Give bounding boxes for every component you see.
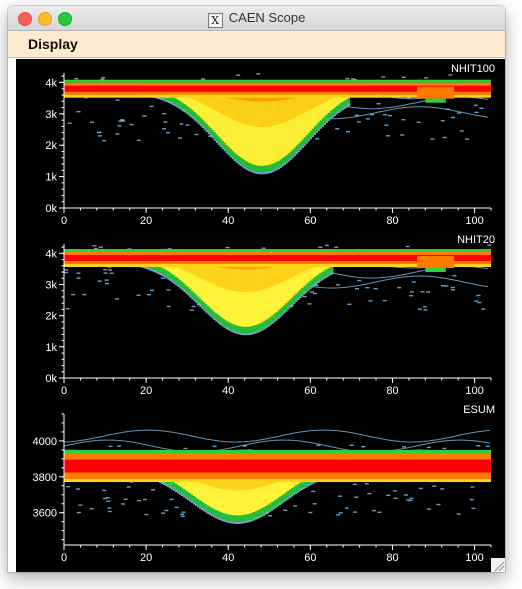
- scope-plots-svg: 0 20 40 60 80 100 0k 1k 2k 3k 4k NHIT100 0 20 40 60 80 10…: [33, 63, 495, 564]
- axes: 0 20 40 60 80 100 0k 1k 2k 3k 4k: [45, 244, 492, 397]
- density-band: [63, 429, 492, 524]
- x-tick-label: 80: [386, 552, 398, 564]
- scope-plot-area: 0 20 40 60 80 100 0k 1k 2k 3k 4k NHIT100 0 20 40 60 80 10…: [16, 59, 505, 572]
- y-tick-label: 3k: [45, 109, 57, 121]
- resize-grip-icon[interactable]: [491, 558, 505, 572]
- resize-grip-lines: [494, 561, 505, 572]
- y-tick-label: 2k: [45, 140, 57, 152]
- y-tick-label: 3k: [45, 280, 57, 292]
- y-tick-label: 0k: [45, 373, 57, 385]
- panel-nhit20: 0 20 40 60 80 100 0k 1k 2k 3k 4k NHIT20: [45, 234, 495, 397]
- y-tick-label: 3800: [33, 472, 57, 484]
- axes: 0 20 40 60 80 100 0k 1k 2k 3k 4k: [45, 73, 492, 227]
- y-tick-label: 4000: [33, 436, 57, 448]
- y-tick-label: 1k: [45, 172, 57, 184]
- x-tick-label: 20: [140, 385, 152, 397]
- axes: 0 20 40 60 80 100 3600 3800 4000: [33, 413, 492, 564]
- x-tick-label: 100: [465, 385, 483, 397]
- x-tick-label: 40: [222, 385, 234, 397]
- x-tick-label: 60: [304, 552, 316, 564]
- y-tick-label: 4k: [45, 248, 57, 260]
- x-tick-label: 80: [386, 215, 398, 227]
- panel-title: NHIT20: [457, 234, 495, 246]
- panel-nhit100: 0 20 40 60 80 100 0k 1k 2k 3k 4k NHIT100: [45, 63, 495, 227]
- y-tick-label: 2k: [45, 311, 57, 323]
- panel-title: ESUM: [463, 404, 495, 416]
- minimize-window-button[interactable]: [38, 12, 52, 26]
- menu-display[interactable]: Display: [28, 36, 78, 52]
- x-tick-label: 0: [61, 385, 67, 397]
- window-title-group: X CAEN Scope: [8, 10, 505, 28]
- density-band: [64, 244, 492, 336]
- x11-icon: X: [207, 13, 223, 28]
- x-tick-label: 80: [386, 385, 398, 397]
- x-tick-label: 100: [465, 215, 483, 227]
- x-tick-label: 0: [61, 215, 67, 227]
- zoom-window-button[interactable]: [58, 12, 72, 26]
- panel-title: NHIT100: [451, 63, 495, 75]
- y-tick-label: 3600: [33, 508, 57, 520]
- close-window-button[interactable]: [18, 12, 32, 26]
- caen-scope-window: X CAEN Scope Display 0 20 40 60 80 100 0k 1k 2k 3k…: [8, 6, 505, 572]
- panel-esum: 0 20 40 60 80 100 3600 3800 4000 ESUM: [33, 404, 495, 564]
- y-tick-label: 4k: [45, 77, 57, 89]
- x-tick-label: 20: [140, 215, 152, 227]
- y-tick-label: 1k: [45, 342, 57, 354]
- window-title: CAEN Scope: [228, 10, 306, 25]
- x-tick-label: 60: [304, 385, 316, 397]
- x-tick-label: 0: [61, 552, 67, 564]
- x-tick-label: 60: [304, 215, 316, 227]
- density-band: [64, 73, 491, 175]
- x-tick-label: 20: [140, 552, 152, 564]
- y-tick-label: 0k: [45, 203, 57, 215]
- menu-bar: Display: [8, 31, 505, 58]
- x-tick-label: 100: [465, 552, 483, 564]
- x-tick-label: 40: [222, 215, 234, 227]
- title-bar: X CAEN Scope: [8, 6, 505, 31]
- x-tick-label: 40: [222, 552, 234, 564]
